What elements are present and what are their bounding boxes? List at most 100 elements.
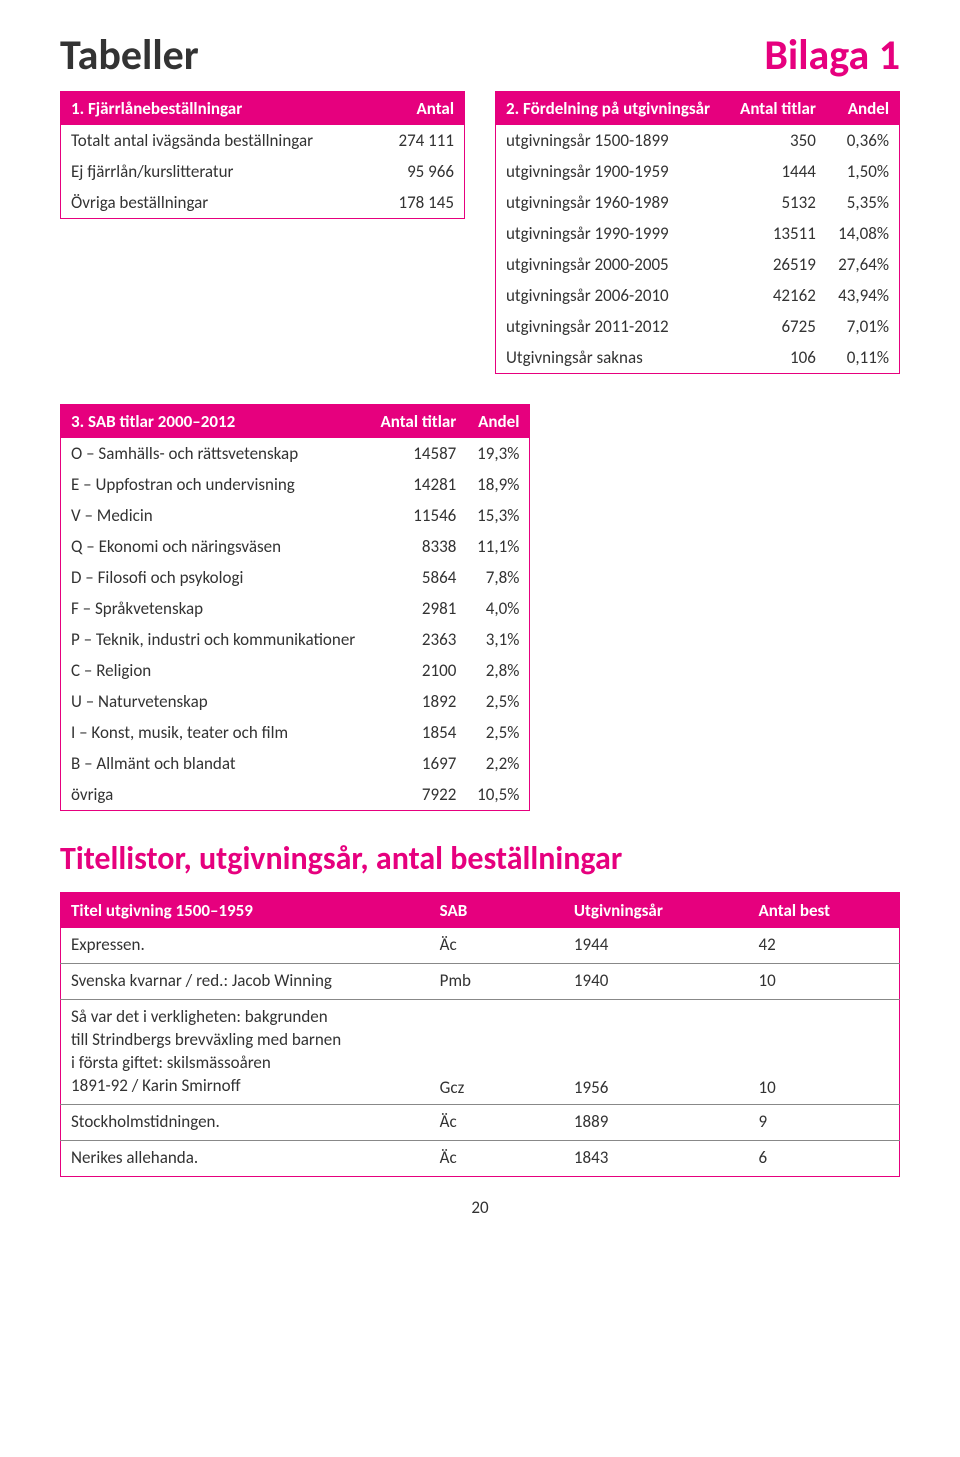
table-row: Totalt antal ivägsända beställningar274 … [61,125,465,156]
cell-value: 350 [727,125,826,156]
table-3: 3. SAB titlar 2000–2012 Antal titlar And… [60,404,530,811]
table-row: O – Samhälls- och rättsvetenskap1458719,… [61,438,530,469]
cell-value: 5864 [369,562,466,593]
cell-label: utgivningsår 2000-2005 [496,249,728,280]
cell-value: 95 966 [374,156,465,187]
cell-percent: 2,2% [466,748,530,779]
cell-title: Så var det i verkligheten: bakgrundentil… [61,999,430,1104]
cell-value: 11546 [369,500,466,531]
cell-percent: 10,5% [466,779,530,811]
table-row: utgivningsår 1990-19991351114,08% [496,218,900,249]
cell-value: 8338 [369,531,466,562]
cell-value: 1854 [369,717,466,748]
table-row: utgivningsår 1900-195914441,50% [496,156,900,187]
cell-value: 1444 [727,156,826,187]
cell-count: 42 [748,928,899,963]
table-row: utgivningsår 2006-20104216243,94% [496,280,900,311]
cell-value: 26519 [727,249,826,280]
left-column: 1. Fjärrlånebeställningar Antal Totalt a… [60,91,465,219]
cell-label: E – Uppfostran och undervisning [61,469,370,500]
cell-label: C – Religion [61,655,370,686]
cell-sab: Äc [430,1104,564,1140]
cell-percent: 7,8% [466,562,530,593]
cell-year: 1889 [564,1104,749,1140]
cell-label: övriga [61,779,370,811]
cell-year: 1944 [564,928,749,963]
cell-percent: 0,11% [826,342,900,374]
table-row: utgivningsår 2011-201267257,01% [496,311,900,342]
cell-label: D – Filosofi och psykologi [61,562,370,593]
table-row: Q – Ekonomi och näringsväsen833811,1% [61,531,530,562]
table-row: Ej fjärrlån/kurslitteratur95 966 [61,156,465,187]
cell-label: utgivningsår 1500-1899 [496,125,728,156]
cell-label: U – Naturvetenskap [61,686,370,717]
cell-label: I – Konst, musik, teater och film [61,717,370,748]
table-row: Nerikes allehanda.Äc18436 [61,1140,900,1176]
cell-year: 1843 [564,1140,749,1176]
heading-bilaga: Bilaga 1 [764,30,900,81]
table-row: Utgivningsår saknas1060,11% [496,342,900,374]
cell-label: Q – Ekonomi och näringsväsen [61,531,370,562]
table-row: C – Religion21002,8% [61,655,530,686]
cell-label: Totalt antal ivägsända beställningar [61,125,374,156]
table-row: Svenska kvarnar / red.: Jacob WinningPmb… [61,963,900,999]
cell-percent: 4,0% [466,593,530,624]
cell-title: Expressen. [61,928,430,963]
cell-label: utgivningsår 2006-2010 [496,280,728,311]
table-row: U – Naturvetenskap18922,5% [61,686,530,717]
cell-label: B – Allmänt och blandat [61,748,370,779]
cell-value: 106 [727,342,826,374]
page-number: 20 [60,1197,900,1218]
cell-year: 1940 [564,963,749,999]
table-row: Så var det i verkligheten: bakgrundentil… [61,999,900,1104]
table-row: Övriga beställningar178 145 [61,187,465,219]
cell-percent: 3,1% [466,624,530,655]
cell-sab: Gcz [430,999,564,1104]
table-row: Expressen.Äc194442 [61,928,900,963]
table3-col3: Andel [466,405,530,439]
cell-label: P – Teknik, industri och kommunikationer [61,624,370,655]
cell-value: 2363 [369,624,466,655]
cell-value: 13511 [727,218,826,249]
table3-col2: Antal titlar [369,405,466,439]
table-2: 2. Fördelning på utgivningsår Antal titl… [495,91,900,374]
cell-percent: 14,08% [826,218,900,249]
table4-col4: Antal best [748,893,899,929]
cell-label: Ej fjärrlån/kurslitteratur [61,156,374,187]
table4-col1: Titel utgivning 1500–1959 [61,893,430,929]
cell-percent: 2,8% [466,655,530,686]
cell-label: utgivningsår 1990-1999 [496,218,728,249]
cell-value: 178 145 [374,187,465,219]
cell-percent: 2,5% [466,717,530,748]
table2-title: 2. Fördelning på utgivningsår [496,92,728,126]
cell-percent: 5,35% [826,187,900,218]
cell-year: 1956 [564,999,749,1104]
table-row: utgivningsår 2000-20052651927,64% [496,249,900,280]
table3-wrap: 3. SAB titlar 2000–2012 Antal titlar And… [60,404,530,811]
table1-title: 1. Fjärrlånebeställningar [61,92,374,126]
table-row: Stockholmstidningen.Äc18899 [61,1104,900,1140]
cell-percent: 2,5% [466,686,530,717]
page-container: Tabeller Bilaga 1 1. Fjärrlånebeställnin… [0,0,960,1238]
cell-value: 14587 [369,438,466,469]
table1-col2: Antal [374,92,465,126]
table-row: B – Allmänt och blandat16972,2% [61,748,530,779]
cell-value: 1892 [369,686,466,717]
cell-value: 5132 [727,187,826,218]
cell-value: 274 111 [374,125,465,156]
cell-percent: 27,64% [826,249,900,280]
cell-label: V – Medicin [61,500,370,531]
table4-col2: SAB [430,893,564,929]
table-row: övriga792210,5% [61,779,530,811]
table-row: E – Uppfostran och undervisning1428118,9… [61,469,530,500]
table2-col2: Antal titlar [727,92,826,126]
table-row: utgivningsår 1960-198951325,35% [496,187,900,218]
cell-label: utgivningsår 1900-1959 [496,156,728,187]
cell-title: Nerikes allehanda. [61,1140,430,1176]
cell-percent: 43,94% [826,280,900,311]
table-row: P – Teknik, industri och kommunikationer… [61,624,530,655]
table-row: F – Språkvetenskap29814,0% [61,593,530,624]
cell-sab: Äc [430,1140,564,1176]
cell-percent: 11,1% [466,531,530,562]
heading-tabeller: Tabeller [60,30,199,81]
